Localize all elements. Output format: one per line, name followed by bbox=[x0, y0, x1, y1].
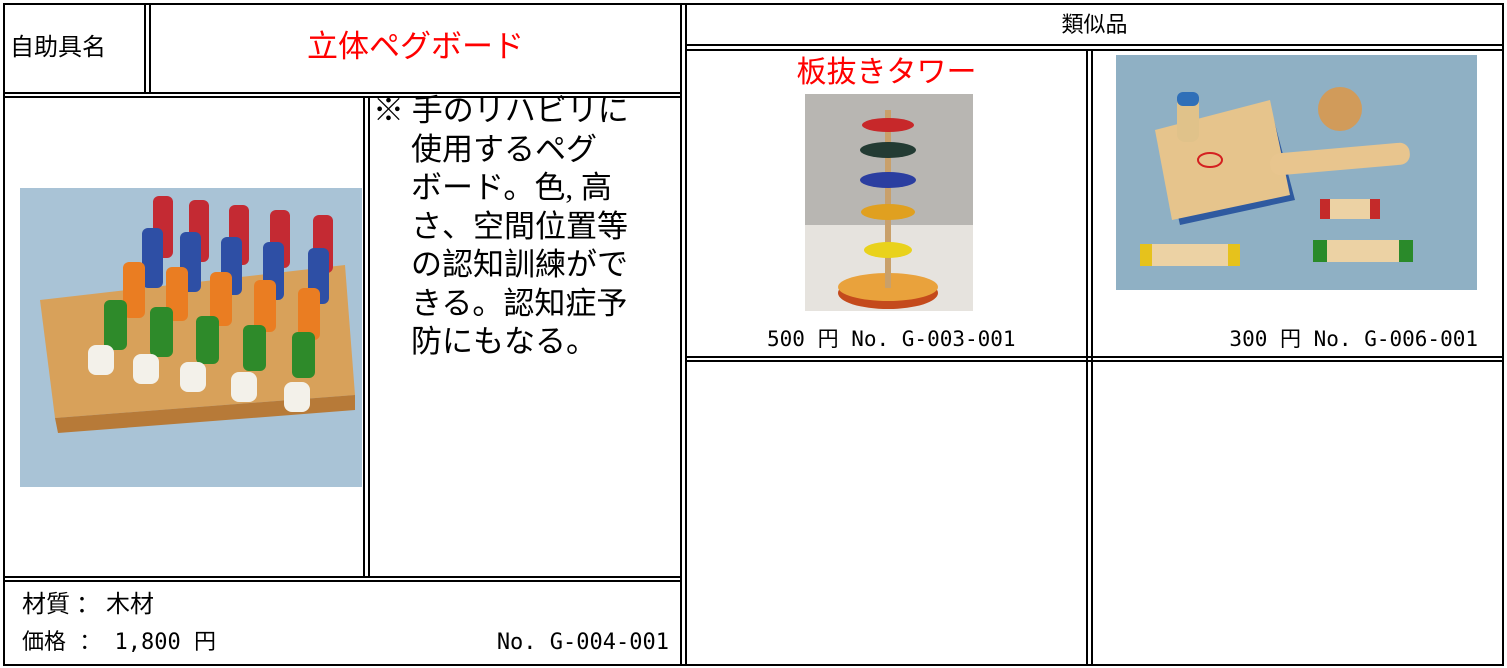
similar-caption: 300 円 No. G-006-001 bbox=[1229, 327, 1478, 351]
section-heading: 類似品 bbox=[1061, 12, 1128, 37]
similar-caption: 500 円 No. G-003-001 bbox=[767, 327, 1016, 351]
similar-name: 板抜きタワー bbox=[796, 56, 977, 89]
description-line: 防にもなる。 bbox=[411, 324, 597, 359]
material: 材質 ： 木材 bbox=[22, 592, 154, 618]
description-line: ※ 手のリハビリに bbox=[373, 93, 629, 128]
pegboard-photo bbox=[20, 188, 362, 487]
description-line: ボード。色, 高 bbox=[411, 170, 612, 205]
tower-photo bbox=[805, 94, 973, 311]
description-line: きる。認知症予 bbox=[411, 285, 628, 321]
price: 価格 ： 1,800 円 bbox=[22, 630, 216, 655]
item-number: No. G-004-001 bbox=[496, 630, 669, 655]
description-line: の認知訓練がで bbox=[411, 247, 628, 282]
item-title: 立体ペグボード bbox=[307, 29, 524, 64]
description-line: 使用するペグ bbox=[411, 131, 597, 167]
description-line: さ、空間位置等 bbox=[411, 208, 628, 244]
paddle-photo bbox=[1116, 55, 1477, 290]
label: 自助具名 bbox=[10, 35, 106, 61]
outer-border bbox=[3, 3, 1504, 666]
